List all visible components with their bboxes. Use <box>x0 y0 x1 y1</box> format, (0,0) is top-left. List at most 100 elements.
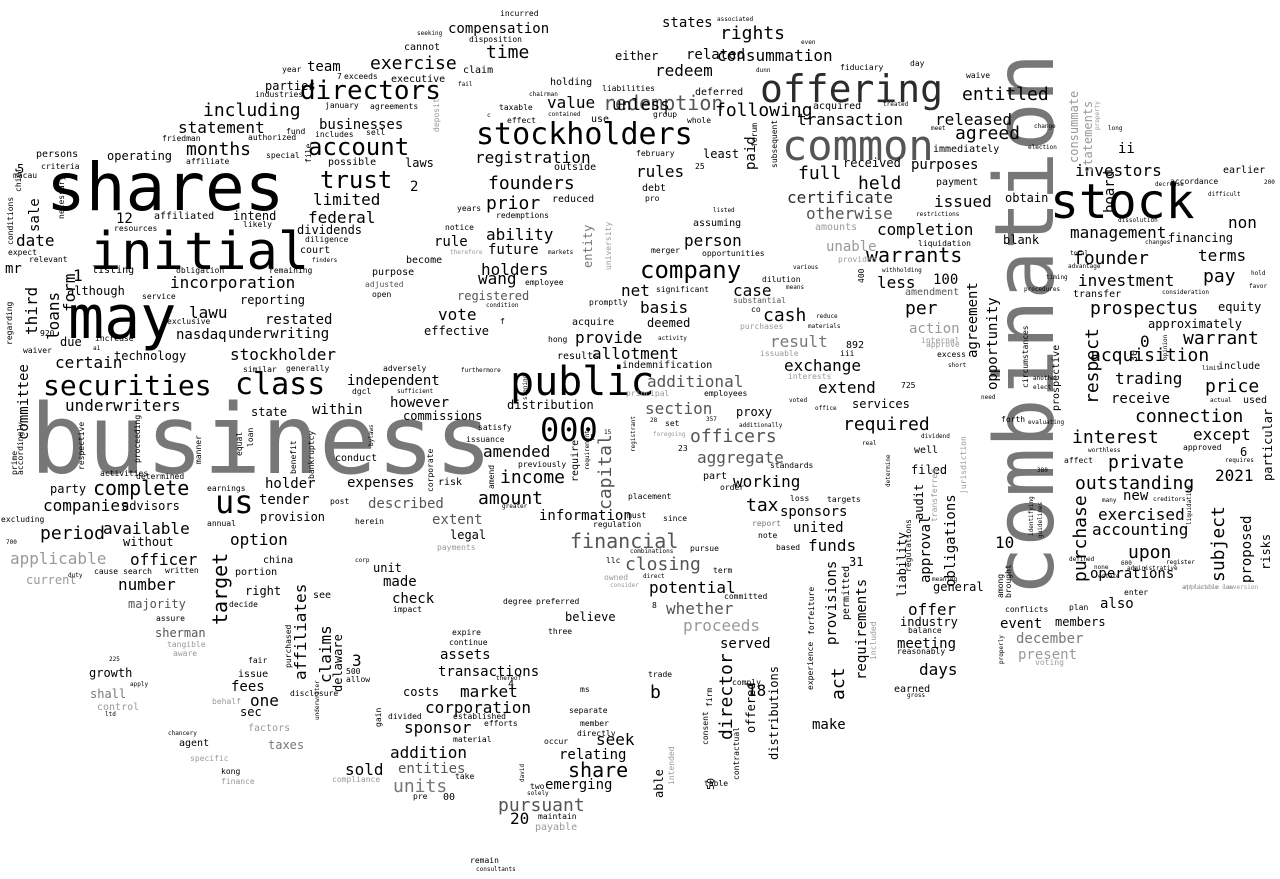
cloud-word-less: less <box>877 273 916 292</box>
cloud-word-affiliate: affiliate <box>186 157 230 166</box>
cloud-word-approve: approve <box>926 340 960 349</box>
cloud-word-15: 15 <box>604 429 612 436</box>
cloud-word-number: number <box>118 575 176 594</box>
cloud-word-decide: decide <box>229 600 258 609</box>
cloud-word-seek: seek <box>596 730 635 749</box>
cloud-word-0: 0 <box>1140 332 1150 351</box>
cloud-word-corporation: corporation <box>425 698 531 717</box>
cloud-word-internal: internal <box>921 336 960 345</box>
cloud-word-b: b <box>650 682 661 703</box>
cloud-word-generally: generally <box>286 364 330 373</box>
cloud-word-dilution: dilution <box>762 275 801 284</box>
cloud-word-basis: basis <box>640 298 689 317</box>
cloud-word-determined: determined <box>136 472 185 481</box>
cloud-word-operations: operations <box>1090 566 1175 582</box>
cloud-word-50: 50 <box>706 777 717 790</box>
cloud-word-attractive: attractive <box>1182 584 1219 591</box>
cloud-word-substantial: substantial <box>733 296 786 305</box>
cloud-word-purchased: purchased <box>284 624 293 668</box>
cloud-word-adjusted: adjusted <box>365 280 404 289</box>
cloud-word-dividends: dividends <box>297 223 363 237</box>
cloud-word-direct: direct <box>643 573 665 580</box>
cloud-word-prospectus: prospectus <box>1090 298 1199 319</box>
cloud-word-event: event <box>1000 616 1043 632</box>
cloud-word-actual: actual <box>1210 397 1232 404</box>
cloud-word-entities: entities <box>398 761 466 777</box>
cloud-word-assets: assets <box>440 647 491 663</box>
cloud-word-500: 500 <box>346 667 361 676</box>
cloud-word-january: january <box>325 101 359 110</box>
cloud-word-need: need <box>981 394 996 401</box>
cloud-word-significant: significant <box>656 285 709 294</box>
cloud-word-immediately: immediately <box>933 144 1000 155</box>
cloud-word-12: 12 <box>116 211 133 227</box>
cloud-word-conversion: conversion <box>1222 584 1259 591</box>
cloud-word-order: order <box>720 483 745 492</box>
cloud-word-a1: a1 <box>93 345 101 352</box>
cloud-word-disclosure: disclosure <box>290 689 339 698</box>
cloud-word-sponsor: sponsor <box>404 718 472 737</box>
cloud-word-maintain: maintain <box>538 812 577 821</box>
cloud-word-relevant: relevant <box>29 255 68 264</box>
cloud-word-acquisition: acquisition <box>1090 345 1210 366</box>
cloud-word-stockholders: stockholders <box>476 117 693 152</box>
cloud-word-corporate: corporate <box>426 448 435 492</box>
cloud-word-applicable-law: applicable law <box>1183 584 1234 591</box>
cloud-word-related: related <box>686 47 746 63</box>
cloud-word-statement: statement <box>178 118 265 137</box>
cloud-word-account: account <box>308 133 410 161</box>
cloud-word-right: right <box>245 584 282 598</box>
cloud-word-excess: excess <box>937 350 966 359</box>
cloud-word-interests: interests <box>788 372 832 381</box>
cloud-word-distributions: distributions <box>767 666 781 760</box>
cloud-word-balance: balance <box>908 626 942 635</box>
cloud-word-offering: offering <box>760 67 944 111</box>
cloud-word-sec: sec <box>240 705 262 719</box>
cloud-word-however: however <box>390 395 450 411</box>
cloud-word-extend: extend <box>818 378 876 397</box>
cloud-word-fair: fair <box>248 656 268 665</box>
cloud-word-securities: securities <box>43 369 212 402</box>
cloud-word-nasdaq: nasdaq <box>176 327 227 343</box>
cloud-word-earned: earned <box>894 684 931 695</box>
cloud-word-net: net <box>621 281 650 300</box>
cloud-word-certain: certain <box>55 353 123 372</box>
cloud-word-consultants: consultants <box>476 866 516 873</box>
cloud-word-united: united <box>793 520 844 536</box>
cloud-word-conditions: conditions <box>6 196 15 245</box>
cloud-word-served: served <box>720 636 771 652</box>
cloud-word-connection: connection <box>1135 406 1244 427</box>
cloud-word-previously: previously <box>518 460 567 469</box>
cloud-word-725: 725 <box>901 381 916 390</box>
cloud-word-general: general <box>933 580 984 594</box>
cloud-word-results: results <box>557 351 600 362</box>
cloud-word-except: except <box>1193 425 1251 444</box>
cloud-word-prime: prime <box>10 450 19 475</box>
cloud-word-blank: blank <box>1003 233 1040 247</box>
cloud-word-growth: growth <box>89 666 133 680</box>
cloud-word-expect: expect <box>8 248 37 257</box>
cloud-word-purposes: purposes <box>911 157 979 173</box>
cloud-word-become: become <box>406 255 443 266</box>
cloud-word-section: section <box>645 399 713 418</box>
cloud-word-transfer: transfer <box>1073 289 1122 300</box>
cloud-word-affiliates: affiliates <box>291 583 310 680</box>
cloud-word-approval: approval <box>918 515 934 583</box>
cloud-word-reduced: reduced <box>552 194 595 205</box>
cloud-word-include: include <box>1218 361 1261 372</box>
cloud-word-1: 1 <box>73 266 83 285</box>
cloud-word-experience: experience <box>806 641 815 690</box>
cloud-word-payment: payment <box>936 177 979 188</box>
cloud-word-amend: amend <box>487 464 496 489</box>
cloud-word-companies: companies <box>43 496 130 515</box>
cloud-word-preferred: preferred <box>536 597 580 606</box>
cloud-word-10: 10 <box>995 533 1015 552</box>
cloud-word-industries: industries <box>255 90 304 99</box>
cloud-word-holding: holding <box>550 77 593 88</box>
cloud-word-consummate: consummate <box>1067 90 1081 163</box>
cloud-word-divided: divided <box>388 712 422 721</box>
cloud-word-herein: herein <box>355 517 384 526</box>
cloud-word-holders: holders <box>481 260 549 279</box>
cloud-word-disposition: disposition <box>469 35 522 44</box>
cloud-word-deposit: deposit <box>432 98 441 132</box>
